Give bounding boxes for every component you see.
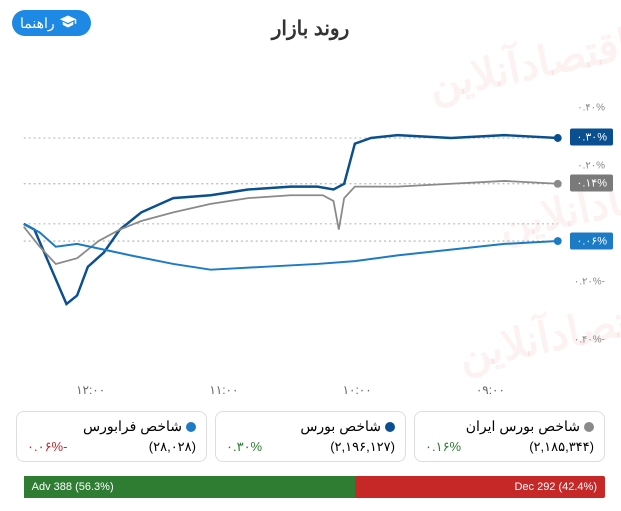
legend-card[interactable]: شاخص فرابورس (۲۸,۰۲۸) -۰.۰۶% (16, 411, 207, 462)
legend-title: شاخص بورس ایران (425, 418, 594, 435)
chart-title: روند بازار (4, 16, 617, 41)
legend-name: شاخص بورس (300, 418, 381, 435)
legend-name: شاخص بورس ایران (466, 418, 580, 435)
value-label: ۰.۱۴% (570, 175, 613, 192)
guide-label: راهنما (20, 15, 55, 32)
y-tick-label: ۰.۴۰% (577, 103, 605, 114)
legend-title: شاخص فرابورس (27, 418, 196, 435)
legend-dot (186, 422, 196, 432)
graduation-cap-icon (59, 14, 77, 32)
legend-pct: -۰.۰۶% (27, 439, 67, 455)
x-tick-label: ۱۲:۰۰ (76, 383, 105, 397)
value-label: ۰.۳۰% (570, 129, 613, 146)
x-axis: ۰۹:۰۰ ۱۰:۰۰ ۱۱:۰۰ ۱۲:۰۰ (4, 379, 617, 401)
adv-bar: Adv 388 (56.3%) (24, 476, 356, 498)
value-label: ۰.۰۶% (570, 233, 613, 250)
chart-svg (4, 49, 617, 379)
legend-values: (۲,۱۹۶,۱۲۷) ۰.۳۰% (226, 439, 395, 455)
legend-name: شاخص فرابورس (83, 418, 182, 435)
y-tick-label: ۰.۲۰% (577, 161, 605, 172)
legend-values: (۲,۱۸۵,۳۴۴) ۰.۱۶% (425, 439, 594, 455)
guide-button[interactable]: راهنما (12, 10, 91, 36)
legend-dot (584, 422, 594, 432)
chart-container: اقتصادآنلاین اقتصادآنلاین اقتصادآنلاین ر… (0, 0, 621, 511)
legend-index-value: (۲,۱۸۵,۳۴۴) (529, 439, 594, 455)
x-tick-label: ۰۹:۰۰ (476, 383, 505, 397)
legend-pct: ۰.۳۰% (226, 439, 262, 455)
chart-area: ۰.۴۰% ۰.۲۰% -۰.۲۰% -۰.۴۰% ۰.۳۰% ۰.۱۴% ۰.۰۶% (4, 49, 617, 379)
legend-index-value: (۲۸,۰۲۸) (149, 439, 196, 455)
legend-card[interactable]: شاخص بورس (۲,۱۹۶,۱۲۷) ۰.۳۰% (215, 411, 406, 462)
y-tick-label: -۰.۲۰% (574, 277, 605, 288)
legend-card[interactable]: شاخص بورس ایران (۲,۱۸۵,۳۴۴) ۰.۱۶% (414, 411, 605, 462)
dec-label: Dec 292 (42.4%) (514, 481, 597, 493)
legend-pct: ۰.۱۶% (425, 439, 461, 455)
legend-values: (۲۸,۰۲۸) -۰.۰۶% (27, 439, 196, 455)
legend: شاخص بورس ایران (۲,۱۸۵,۳۴۴) ۰.۱۶% شاخص ب… (4, 401, 617, 472)
adv-label: Adv 388 (56.3%) (32, 481, 114, 493)
x-tick-label: ۱۰:۰۰ (343, 383, 372, 397)
adv-dec-bar: Dec 292 (42.4%) Adv 388 (56.3%) (16, 476, 605, 498)
legend-index-value: (۲,۱۹۶,۱۲۷) (330, 439, 395, 455)
legend-dot (385, 422, 395, 432)
x-tick-label: ۱۱:۰۰ (209, 383, 238, 397)
y-tick-label: -۰.۴۰% (574, 335, 605, 346)
legend-title: شاخص بورس (226, 418, 395, 435)
dec-bar: Dec 292 (42.4%) (355, 476, 605, 498)
